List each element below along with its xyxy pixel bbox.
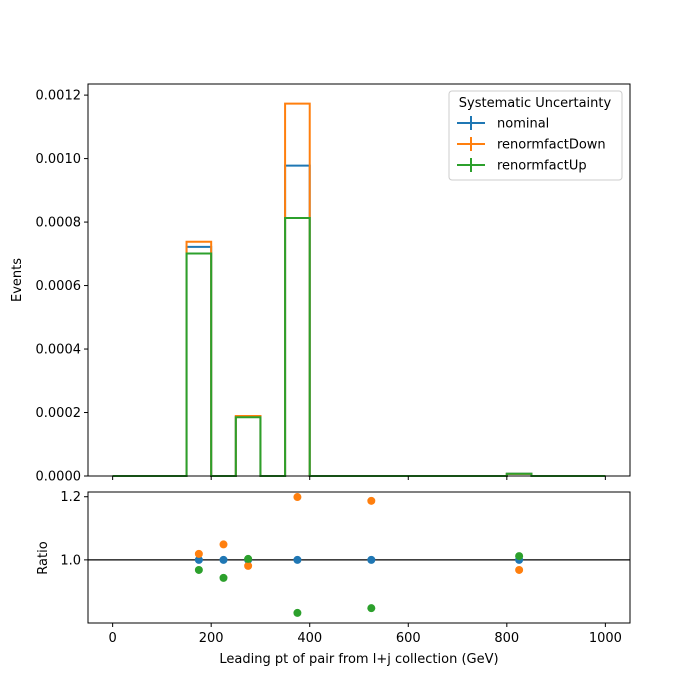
ratio-point-renormfactUp	[244, 554, 253, 563]
ratio-y-tick-label: 1.2	[60, 490, 81, 505]
legend-label-renormfactDown: renormfactDown	[497, 138, 606, 153]
ratio-panel: 1.0 1.2 0 200 400 600 800 1000 Ratio Leading p…	[36, 490, 631, 667]
main-y-tick-label: 0.0010	[36, 152, 82, 167]
ratio-point-renormfactDown	[293, 493, 302, 502]
x-tick-label: 600	[396, 631, 421, 646]
main-y-tick-label: 0.0008	[36, 216, 82, 231]
main-plot-frame	[87, 83, 631, 477]
main-y-axis-label: Events	[10, 258, 25, 302]
main-y-ticks: 0.0000 0.0002 0.0004 0.0006 0.0008 0.0010 0.00…	[36, 89, 88, 485]
ratio-point-renormfactUp	[293, 608, 302, 617]
ratio-point-renormfactDown	[194, 549, 203, 558]
legend: Systematic Uncertainty nominal renormfact…	[448, 90, 623, 181]
ratio-point-renormfactDown	[367, 496, 376, 505]
ratio-point-renormfactDown	[244, 561, 253, 570]
legend-label-nominal: nominal	[497, 117, 549, 132]
legend-entries: nominal renormfactDown renormfactUp	[457, 116, 606, 174]
legend-entry-nominal: nominal	[457, 116, 549, 132]
ratio-point-nominal	[293, 555, 302, 564]
legend-title: Systematic Uncertainty	[459, 96, 612, 111]
ratio-plot-frame	[87, 491, 631, 624]
main-panel: 0.0000 0.0002 0.0004 0.0006 0.0008 0.0010 0.00…	[10, 83, 631, 485]
ratio-point-renormfactUp	[194, 565, 203, 574]
legend-entry-renormfactUp: renormfactUp	[457, 158, 587, 174]
main-y-tick-label: 0.0006	[36, 279, 82, 294]
x-tick-label: 200	[199, 631, 224, 646]
ratio-point-renormfactUp	[219, 573, 228, 582]
main-x-ticks	[112, 476, 606, 480]
ratio-point-renormfactDown	[219, 540, 228, 549]
ratio-point-nominal	[367, 555, 376, 564]
x-axis-label: Leading pt of pair from l+j collection (…	[219, 652, 498, 667]
x-tick-label: 400	[297, 631, 322, 646]
x-tick-label: 0	[108, 631, 116, 646]
legend-box	[448, 90, 623, 181]
ratio-points	[194, 493, 524, 617]
x-tick-label: 1000	[589, 631, 622, 646]
ratio-x-ticks: 0 200 400 600 800 1000	[108, 623, 622, 646]
ratio-point-renormfactUp	[367, 604, 376, 613]
ratio-point-nominal	[194, 555, 203, 564]
ratio-point-nominal	[219, 555, 228, 564]
main-y-tick-label: 0.0002	[36, 406, 82, 421]
ratio-y-ticks: 1.0 1.2	[60, 490, 88, 568]
main-y-tick-label: 0.0012	[36, 89, 82, 104]
x-tick-label: 800	[494, 631, 519, 646]
ratio-point-renormfactUp	[515, 552, 524, 561]
ratio-point-renormfactDown	[515, 565, 524, 574]
main-y-tick-label: 0.0000	[36, 470, 82, 485]
ratio-y-axis-label: Ratio	[36, 541, 51, 574]
legend-entry-renormfactDown: renormfactDown	[457, 137, 606, 153]
legend-label-renormfactUp: renormfactUp	[497, 159, 587, 174]
main-y-tick-label: 0.0004	[36, 343, 82, 358]
ratio-y-tick-label: 1.0	[60, 553, 81, 568]
